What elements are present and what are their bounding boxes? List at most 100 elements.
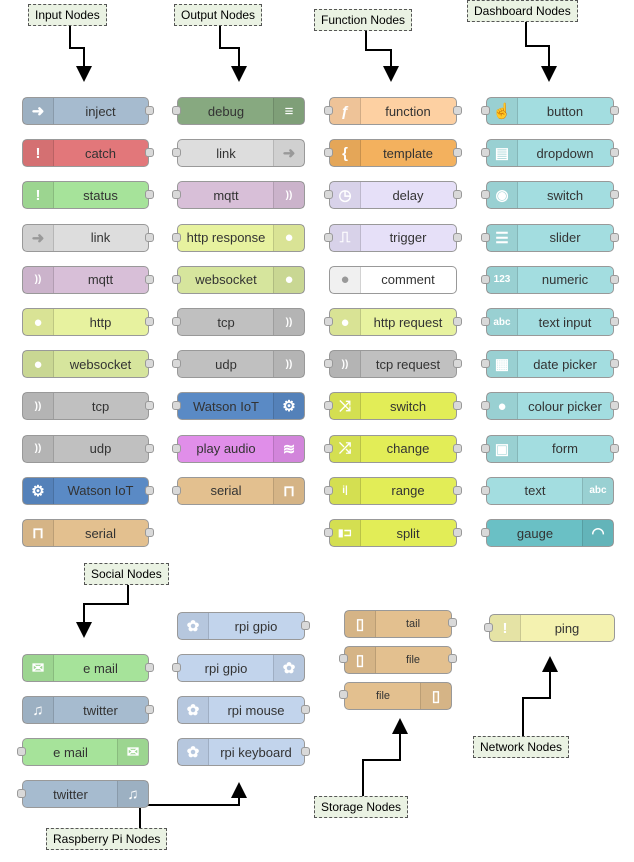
input-output-port[interactable]: [145, 106, 154, 115]
dashboard-output-port[interactable]: [610, 401, 619, 411]
output-input-port[interactable]: [172, 359, 181, 369]
social-output-port[interactable]: [145, 663, 154, 672]
input-output-port[interactable]: [145, 232, 154, 242]
input-node-inject[interactable]: ➜ inject: [22, 97, 149, 125]
input-node-http[interactable]: ● http: [22, 308, 149, 336]
raspberry-input-port[interactable]: [172, 663, 181, 672]
dashboard-input-port[interactable]: [481, 359, 490, 369]
dashboard-input-port[interactable]: [481, 274, 490, 284]
output-input-port[interactable]: [172, 148, 181, 158]
raspberry-node-rpi-keyboard[interactable]: ✿ rpi keyboard: [177, 738, 305, 766]
input-node-udp[interactable]: )) udp: [22, 434, 149, 463]
raspberry-output-port[interactable]: [301, 705, 310, 714]
input-output-port[interactable]: [145, 528, 154, 537]
input-node-link[interactable]: ➜ link: [22, 223, 149, 252]
dashboard-node-form[interactable]: ▣ form: [486, 434, 614, 463]
storage-input-port[interactable]: [339, 690, 348, 699]
raspberry-output-port[interactable]: [301, 747, 310, 756]
dashboard-output-port[interactable]: [610, 317, 619, 326]
raspberry-node-rpi-gpio[interactable]: ✿ rpi gpio: [177, 612, 305, 640]
function-input-port[interactable]: [324, 359, 333, 369]
dashboard-input-port[interactable]: [481, 485, 490, 495]
output-input-port[interactable]: [172, 190, 181, 200]
function-output-port[interactable]: [453, 485, 462, 495]
dashboard-node-dropdown[interactable]: ▤ dropdown: [486, 139, 614, 168]
output-node-mqtt[interactable]: )) mqtt: [177, 181, 305, 210]
input-node-status[interactable]: ! status: [22, 181, 149, 210]
output-input-port[interactable]: [172, 317, 181, 326]
dashboard-output-port[interactable]: [610, 274, 619, 284]
output-node-debug[interactable]: ≡ debug: [177, 97, 305, 125]
dashboard-node-slider[interactable]: ☰ slider: [486, 223, 614, 252]
function-node-split[interactable]: ▮⊐ split: [329, 519, 457, 547]
function-output-port[interactable]: [453, 148, 462, 158]
function-input-port[interactable]: [324, 190, 333, 200]
output-node-play-audio[interactable]: ≋ play audio: [177, 434, 305, 463]
social-node-twitter[interactable]: ♫ twitter: [22, 696, 149, 724]
input-node-serial[interactable]: ⊓ serial: [22, 519, 149, 547]
function-node-trigger[interactable]: ⎍ trigger: [329, 223, 457, 252]
function-node-template[interactable]: {template: [329, 139, 457, 168]
function-node-function[interactable]: ƒ function: [329, 97, 457, 125]
function-output-port[interactable]: [453, 528, 462, 537]
function-input-port[interactable]: [324, 485, 333, 495]
input-output-port[interactable]: [145, 317, 154, 326]
raspberry-node-rpi-mouse[interactable]: ✿ rpi mouse: [177, 696, 305, 724]
output-input-port[interactable]: [172, 401, 181, 411]
dashboard-node-colour-picker[interactable]: ● colour picker: [486, 392, 614, 421]
dashboard-input-port[interactable]: [481, 401, 490, 411]
dashboard-node-text-input[interactable]: abc text input: [486, 308, 614, 336]
input-node-mqtt[interactable]: )) mqtt: [22, 265, 149, 294]
output-input-port[interactable]: [172, 485, 181, 495]
raspberry-output-port[interactable]: [301, 621, 310, 630]
storage-node-file[interactable]: ▯ file: [344, 682, 452, 710]
output-input-port[interactable]: [172, 274, 181, 284]
dashboard-node-date-picker[interactable]: ▦ date picker: [486, 350, 614, 379]
dashboard-input-port[interactable]: [481, 148, 490, 158]
function-node-change[interactable]: ⤮ change: [329, 434, 457, 463]
function-output-port[interactable]: [453, 232, 462, 242]
function-node-range[interactable]: i| range: [329, 476, 457, 505]
function-input-port[interactable]: [324, 528, 333, 537]
storage-node-file[interactable]: ▯ file: [344, 646, 452, 674]
input-output-port[interactable]: [145, 190, 154, 200]
output-node-serial[interactable]: ⊓ serial: [177, 476, 305, 505]
storage-output-port[interactable]: [448, 618, 457, 627]
social-input-port[interactable]: [17, 789, 26, 798]
dashboard-input-port[interactable]: [481, 443, 490, 453]
input-output-port[interactable]: [145, 485, 154, 495]
function-input-port[interactable]: [324, 317, 333, 326]
dashboard-output-port[interactable]: [610, 106, 619, 115]
dashboard-node-text[interactable]: abc text: [486, 476, 614, 505]
input-node-websocket[interactable]: ● websocket: [22, 350, 149, 379]
social-input-port[interactable]: [17, 747, 26, 756]
function-node-comment[interactable]: ● comment: [329, 265, 457, 294]
input-node-catch[interactable]: ! catch: [22, 139, 149, 168]
function-output-port[interactable]: [453, 190, 462, 200]
output-node-udp[interactable]: )) udp: [177, 350, 305, 379]
social-node-e-mail[interactable]: ✉ e mail: [22, 654, 149, 682]
function-node-delay[interactable]: ◷ delay: [329, 181, 457, 210]
dashboard-output-port[interactable]: [610, 232, 619, 242]
function-input-port[interactable]: [324, 443, 333, 453]
output-input-port[interactable]: [172, 106, 181, 115]
input-output-port[interactable]: [145, 274, 154, 284]
social-node-e-mail[interactable]: ✉ e mail: [22, 738, 149, 766]
output-node-http-response[interactable]: ● http response: [177, 223, 305, 252]
function-output-port[interactable]: [453, 401, 462, 411]
dashboard-node-button[interactable]: ☝ button: [486, 97, 614, 125]
dashboard-input-port[interactable]: [481, 232, 490, 242]
storage-node-tail[interactable]: ▯ tail: [344, 610, 452, 638]
function-output-port[interactable]: [453, 317, 462, 326]
social-node-twitter[interactable]: ♫ twitter: [22, 780, 149, 808]
dashboard-output-port[interactable]: [610, 443, 619, 453]
function-output-port[interactable]: [453, 359, 462, 369]
output-node-link[interactable]: ➜ link: [177, 139, 305, 168]
output-node-tcp[interactable]: )) tcp: [177, 308, 305, 336]
function-input-port[interactable]: [324, 232, 333, 242]
input-output-port[interactable]: [145, 359, 154, 369]
dashboard-output-port[interactable]: [610, 190, 619, 200]
input-output-port[interactable]: [145, 401, 154, 411]
dashboard-input-port[interactable]: [481, 528, 490, 537]
input-node-watson-iot[interactable]: ⚙ Watson IoT: [22, 476, 149, 505]
